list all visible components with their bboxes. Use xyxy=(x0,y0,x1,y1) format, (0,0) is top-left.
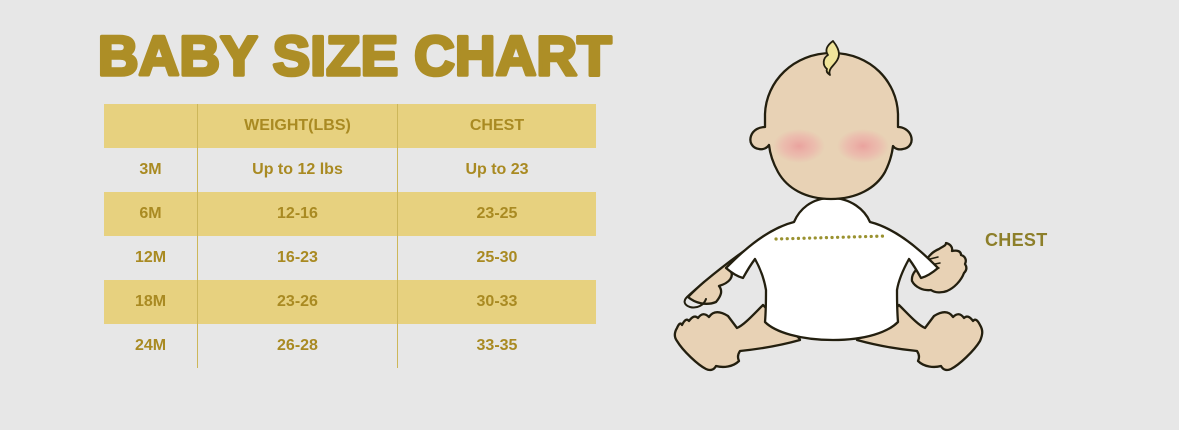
svg-text:BABY SIZE CHART: BABY SIZE CHART xyxy=(98,24,612,87)
